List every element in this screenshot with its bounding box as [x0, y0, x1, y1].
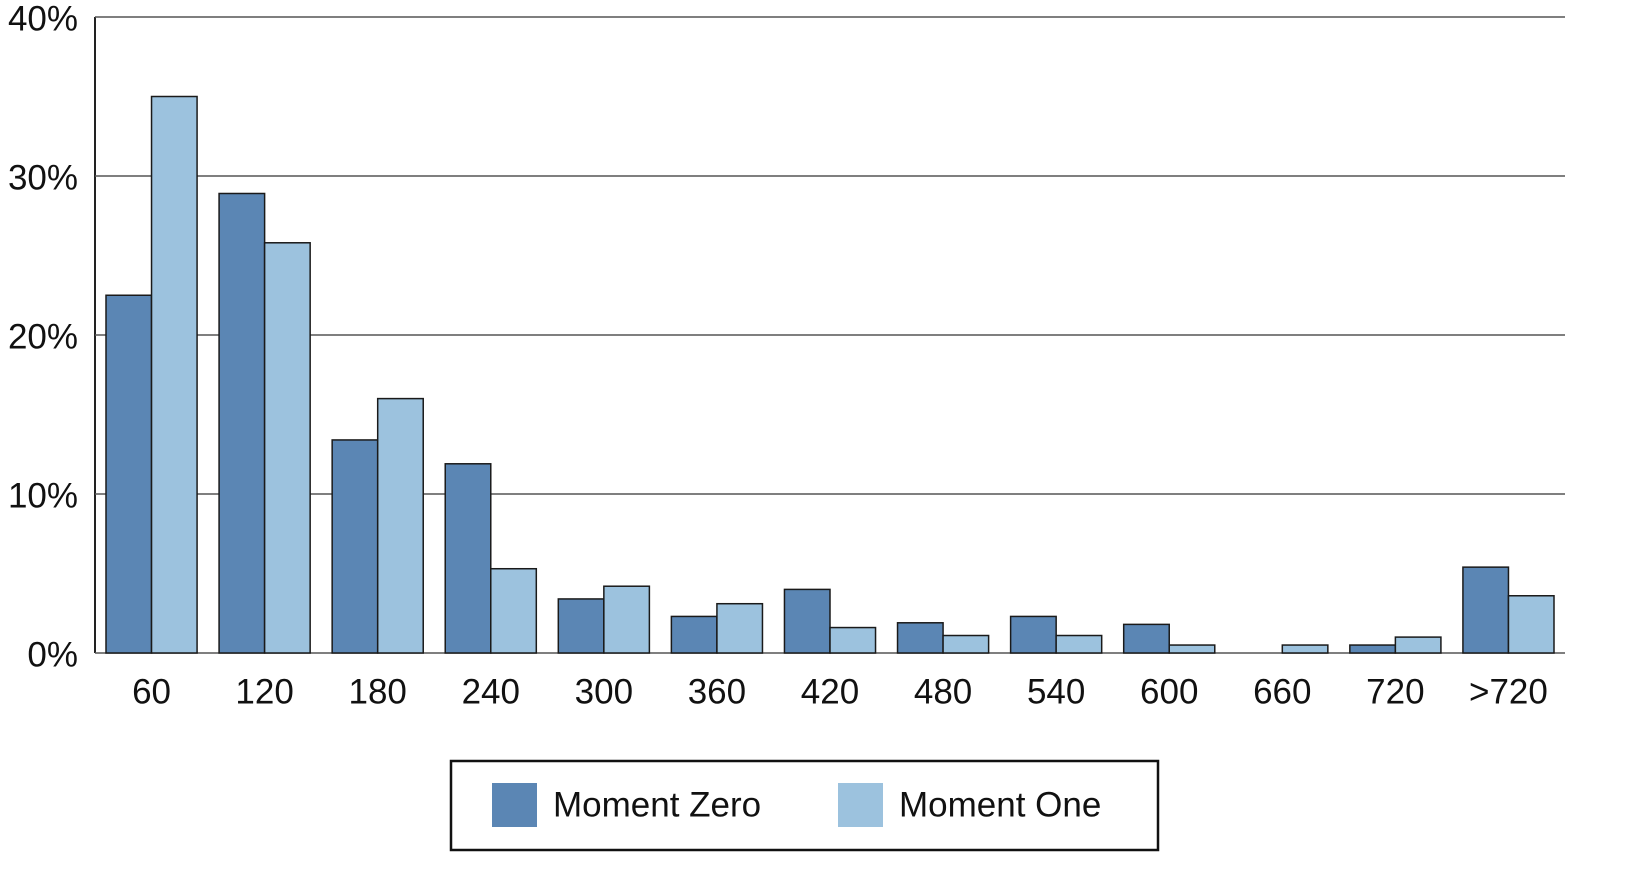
- x-tick-label: 240: [462, 672, 520, 711]
- bar: [105, 294, 153, 654]
- x-tick-label: 180: [348, 672, 406, 711]
- bar: [490, 567, 538, 654]
- legend-swatch: [838, 783, 883, 827]
- bar: [896, 622, 944, 654]
- bar: [942, 634, 990, 654]
- bar: [1055, 634, 1103, 654]
- x-tick-label: 540: [1027, 672, 1085, 711]
- bar: [263, 242, 311, 654]
- x-tick-label: 300: [575, 672, 633, 711]
- bar: [1009, 615, 1057, 654]
- legend-swatch: [492, 783, 537, 827]
- y-tick-label: 10%: [8, 476, 78, 515]
- legend-label: Moment One: [899, 785, 1101, 824]
- x-tick-label: 600: [1140, 672, 1198, 711]
- x-tick-label: 60: [132, 672, 171, 711]
- x-tick-label: 360: [688, 672, 746, 711]
- bar: [1394, 636, 1442, 654]
- x-tick-label: 480: [914, 672, 972, 711]
- bar: [1462, 566, 1510, 654]
- bar: [1168, 644, 1216, 654]
- bar: [1281, 644, 1329, 654]
- bar: [716, 602, 764, 654]
- bar: [331, 439, 379, 654]
- bar: [670, 615, 718, 654]
- bar: [376, 397, 424, 654]
- bar: [1507, 595, 1555, 654]
- bar: [603, 585, 651, 654]
- bar: [829, 626, 877, 654]
- y-tick-label: 20%: [8, 317, 78, 356]
- bar: [1122, 623, 1170, 654]
- bar: [150, 95, 198, 654]
- legend-box: [449, 759, 1160, 852]
- x-tick-label: 120: [235, 672, 293, 711]
- bar: [1349, 644, 1397, 654]
- bar: [557, 598, 605, 654]
- x-tick-label: 660: [1253, 672, 1311, 711]
- x-tick-label: 720: [1366, 672, 1424, 711]
- y-tick-label: 40%: [8, 0, 78, 38]
- legend-label: Moment Zero: [553, 785, 761, 824]
- y-tick-label: 0%: [27, 635, 78, 674]
- bar: [444, 463, 492, 654]
- x-tick-label: 420: [801, 672, 859, 711]
- y-tick-label: 30%: [8, 158, 78, 197]
- bar: [218, 192, 266, 654]
- x-tick-label: >720: [1469, 672, 1548, 711]
- bar: [783, 588, 831, 654]
